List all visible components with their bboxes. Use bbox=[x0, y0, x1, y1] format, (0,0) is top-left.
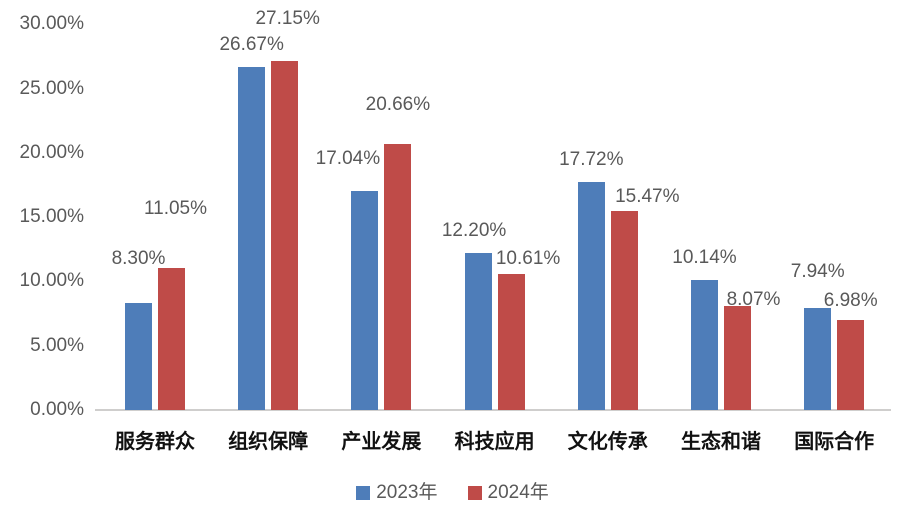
x-axis-label-产业发展: 产业发展 bbox=[341, 431, 422, 453]
data-label-2023年-组织保障: 26.67% bbox=[219, 34, 284, 56]
bar-2024年-国际合作 bbox=[837, 320, 865, 410]
bar-2023年-国际合作 bbox=[804, 307, 832, 410]
x-axis-line bbox=[95, 409, 891, 411]
y-axis-tick-5.00pct: 5.00% bbox=[30, 334, 84, 356]
data-label-2023年-服务群众: 8.30% bbox=[111, 248, 166, 270]
bar-2024年-产业发展 bbox=[384, 144, 412, 410]
data-label-2023年-科技应用: 12.20% bbox=[441, 220, 507, 242]
bar-2024年-组织保障 bbox=[271, 60, 299, 410]
x-axis-label-文化传承: 文化传承 bbox=[567, 431, 648, 453]
data-label-2024年-国际合作: 6.98% bbox=[823, 290, 878, 312]
bar-2024年-文化传承 bbox=[610, 211, 638, 410]
data-label-2023年-生态和谐: 10.14% bbox=[672, 246, 737, 268]
data-label-2023年-国际合作: 7.94% bbox=[790, 260, 845, 282]
x-axis-label-服务群众: 服务群众 bbox=[115, 431, 195, 453]
bar-2023年-组织保障 bbox=[238, 67, 266, 410]
legend-swatch-icon bbox=[467, 486, 482, 500]
legend-item-2023年: 2023年 bbox=[356, 482, 438, 503]
bar-2023年-文化传承 bbox=[577, 182, 605, 410]
bar-2023年-产业发展 bbox=[351, 190, 379, 410]
legend: 2023年 2024年 bbox=[0, 483, 905, 503]
bar-2023年-生态和谐 bbox=[691, 279, 718, 410]
legend-label: 2023年 bbox=[376, 482, 438, 503]
legend-label: 2024年 bbox=[487, 482, 549, 503]
x-axis-label-科技应用: 科技应用 bbox=[454, 431, 535, 453]
data-label-2023年-文化传承: 17.72% bbox=[559, 149, 624, 171]
y-axis-tick-0.00pct: 0.00% bbox=[30, 399, 84, 420]
x-axis-label-组织保障: 组织保障 bbox=[228, 431, 309, 453]
data-label-2023年-产业发展: 17.04% bbox=[315, 147, 381, 169]
bar-2024年-服务群众 bbox=[158, 267, 185, 410]
y-axis-tick-25.00pct: 25.00% bbox=[19, 77, 84, 99]
bar-2023年-科技应用 bbox=[464, 253, 492, 410]
legend-swatch-icon bbox=[356, 486, 371, 500]
data-label-2024年-文化传承: 15.47% bbox=[615, 186, 680, 208]
y-axis-tick-10.00pct: 10.00% bbox=[19, 270, 84, 292]
data-label-2024年-产业发展: 20.66% bbox=[365, 94, 431, 116]
y-axis-tick-15.00pct: 15.00% bbox=[19, 206, 84, 228]
legend-item-2024年: 2024年 bbox=[467, 482, 549, 503]
x-axis-label-国际合作: 国际合作 bbox=[794, 431, 875, 453]
y-axis-tick-30.00pct: 30.00% bbox=[19, 13, 84, 35]
data-label-2024年-服务群众: 11.05% bbox=[143, 197, 208, 219]
bar-2024年-科技应用 bbox=[497, 273, 525, 410]
bar-2024年-生态和谐 bbox=[724, 306, 751, 410]
x-axis-label-生态和谐: 生态和谐 bbox=[681, 431, 761, 453]
y-axis-tick-20.00pct: 20.00% bbox=[19, 141, 84, 163]
data-label-2024年-科技应用: 10.61% bbox=[495, 247, 561, 269]
bar-2023年-服务群众 bbox=[125, 303, 152, 410]
data-label-2024年-生态和谐: 8.07% bbox=[726, 289, 781, 311]
data-label-2024年-组织保障: 27.15% bbox=[255, 7, 320, 29]
